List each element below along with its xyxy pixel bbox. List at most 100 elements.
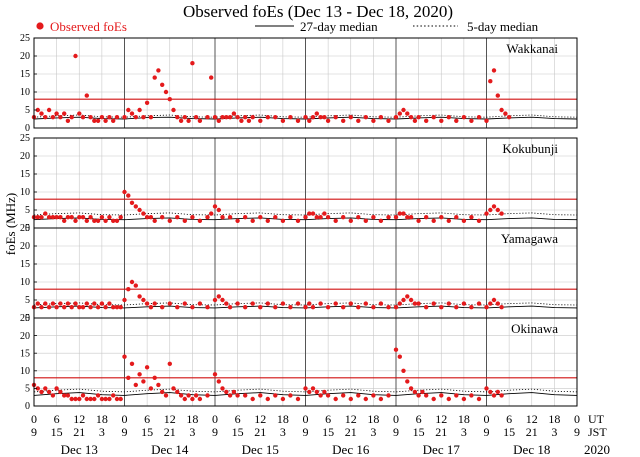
observed-point xyxy=(65,301,71,306)
observed-point xyxy=(111,305,116,310)
observed-point xyxy=(73,53,78,59)
observed-point xyxy=(416,301,421,306)
ut-tick-label: 12 xyxy=(164,412,176,426)
observed-point xyxy=(190,396,195,402)
observed-point xyxy=(122,189,127,195)
observed-point xyxy=(288,305,293,310)
observed-point xyxy=(280,301,286,306)
observed-point xyxy=(356,305,361,310)
y-tick-label: 0 xyxy=(25,401,30,412)
ut-tick-label: 6 xyxy=(54,412,60,426)
x-axis: 0961512211830961512211830961512211830961… xyxy=(31,412,610,457)
observed-point xyxy=(303,115,308,120)
observed-point xyxy=(363,218,368,223)
observed-point xyxy=(307,301,312,306)
observed-point xyxy=(144,215,150,220)
observed-point xyxy=(88,396,93,402)
observed-point xyxy=(401,211,406,216)
observed-point xyxy=(348,396,353,402)
observed-point xyxy=(129,279,135,285)
observed-point xyxy=(348,218,353,223)
observed-point xyxy=(54,111,59,116)
observed-point xyxy=(412,389,418,395)
observed-point xyxy=(80,215,86,220)
observed-point xyxy=(95,218,101,223)
observed-point xyxy=(333,396,338,402)
observed-point xyxy=(250,396,255,402)
observed-point xyxy=(92,118,97,124)
observed-point xyxy=(103,118,108,124)
observed-point xyxy=(103,305,108,310)
jst-tick-label: 15 xyxy=(51,425,63,439)
observed-point xyxy=(122,115,127,120)
observed-point xyxy=(307,211,312,216)
observed-point xyxy=(35,215,40,220)
observed-point xyxy=(80,305,86,310)
observed-point xyxy=(103,396,108,402)
observed-point xyxy=(190,61,195,66)
observed-point xyxy=(250,115,255,120)
station-name: Okinawa xyxy=(511,321,558,336)
ut-tick-label: 6 xyxy=(325,412,331,426)
observed-point xyxy=(231,389,237,395)
day-label: Dec 16 xyxy=(332,442,370,457)
observed-point xyxy=(46,107,52,113)
observed-point xyxy=(393,305,399,310)
observed-point xyxy=(160,305,165,310)
observed-point xyxy=(235,301,240,306)
y-tick-label: 10 xyxy=(20,87,30,98)
observed-point xyxy=(314,389,319,395)
jst-tick-label: 9 xyxy=(484,425,490,439)
observed-point xyxy=(84,93,90,98)
observed-point xyxy=(167,301,172,306)
ut-tick-label: 18 xyxy=(367,412,379,426)
observed-point xyxy=(122,297,127,303)
observed-point xyxy=(280,396,286,402)
observed-point xyxy=(69,115,74,120)
observed-point xyxy=(107,115,112,120)
ut-label: UT xyxy=(588,412,605,426)
observed-point xyxy=(420,389,425,395)
y-tick-label: 10 xyxy=(20,187,30,198)
jst-tick-label: 9 xyxy=(122,425,128,439)
y-tick-label: 20 xyxy=(20,151,30,162)
observed-point xyxy=(503,111,508,116)
observed-point xyxy=(92,218,97,223)
observed-point xyxy=(111,218,116,223)
observed-point xyxy=(318,115,323,120)
observed-point xyxy=(239,118,244,124)
observed-point xyxy=(99,215,105,220)
observed-point xyxy=(310,211,316,216)
y-axis-label: foEs (MHz) xyxy=(3,193,18,255)
observed-point xyxy=(484,386,489,391)
station-name: Wakkanai xyxy=(506,41,558,56)
observed-point xyxy=(39,111,44,116)
observed-point xyxy=(265,115,270,120)
observed-point xyxy=(397,111,402,116)
observed-point xyxy=(273,115,278,120)
panel-kokubunji: 0 5 10 15 20 25 Kokubunji xyxy=(20,133,578,234)
observed-point xyxy=(461,218,467,223)
observed-point xyxy=(235,218,240,223)
station-name: Yamagawa xyxy=(501,231,558,246)
observed-point xyxy=(156,382,161,388)
observed-point xyxy=(408,386,414,391)
jst-tick-label: 21 xyxy=(345,425,357,439)
observed-point xyxy=(69,396,74,402)
observed-point xyxy=(378,218,384,223)
observed-point xyxy=(258,215,263,220)
observed-point xyxy=(220,115,225,120)
station-panels: 0 5 10 15 20 25 Wakkanai 0 5 10 15 20 25 Kokubunji 0 5 1… xyxy=(20,33,578,412)
observed-point xyxy=(205,115,210,120)
observed-point xyxy=(273,393,278,398)
ut-tick-label: 0 xyxy=(212,412,218,426)
observed-point xyxy=(371,305,376,310)
observed-point xyxy=(171,386,176,391)
observed-point xyxy=(111,393,116,398)
ut-tick-label: 18 xyxy=(96,412,108,426)
observed-point xyxy=(167,97,172,102)
observed-point xyxy=(401,297,406,303)
observed-point xyxy=(363,301,368,306)
observed-point xyxy=(99,396,105,402)
observed-point xyxy=(476,218,482,223)
